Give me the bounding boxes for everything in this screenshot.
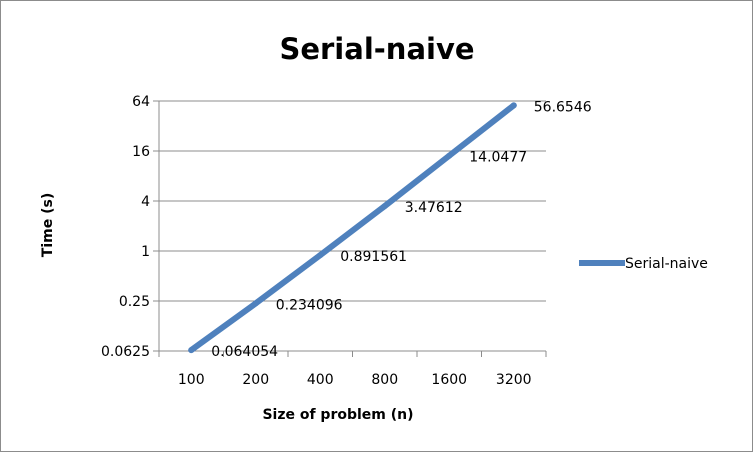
x-tick-label-4: 1600 [431, 372, 467, 388]
data-point-2 [317, 252, 324, 259]
data-label-0: 0.064054 [211, 344, 278, 360]
data-label-5: 56.6546 [534, 99, 592, 115]
gridlines [153, 100, 546, 352]
y-tick-label-1: 0.25 [119, 294, 150, 310]
series-lines [188, 102, 517, 354]
y-tick-label-4: 16 [132, 144, 150, 160]
data-point-4 [446, 152, 453, 159]
y-tick-label-3: 4 [141, 194, 150, 210]
data-label-4: 14.0477 [469, 150, 527, 166]
y-tick-label-5: 64 [132, 94, 150, 110]
x-tick-labels: 100 200 400 800 1600 3200 [178, 372, 532, 388]
x-tick-label-5: 3200 [496, 372, 532, 388]
chart-title: Serial-naive [279, 32, 474, 66]
data-point-5 [510, 102, 517, 109]
y-axis-title: Time (s) [40, 193, 56, 257]
legend: Serial-naive [579, 256, 708, 272]
data-point-1 [252, 300, 259, 307]
data-point-0 [188, 347, 195, 354]
x-axis-title: Size of problem (n) [262, 407, 413, 423]
data-labels: 0.064054 0.234096 0.891561 3.47612 14.0477 56… [211, 99, 591, 360]
axes [158, 101, 547, 357]
x-tick-label-2: 400 [307, 372, 334, 388]
y-tick-label-2: 1 [141, 244, 150, 260]
x-tick-label-1: 200 [242, 372, 269, 388]
data-label-2: 0.891561 [340, 249, 407, 265]
data-point-3 [381, 203, 388, 210]
x-tick-label-3: 800 [371, 372, 398, 388]
y-tick-label-0: 0.0625 [101, 344, 150, 360]
data-label-3: 3.47612 [405, 200, 463, 216]
series-line-serial-naive [188, 102, 517, 354]
data-label-1: 0.234096 [276, 297, 343, 313]
x-tick-label-0: 100 [178, 372, 205, 388]
y-tick-labels: 0.0625 0.25 1 4 16 64 [101, 94, 150, 360]
legend-entry-serial-naive: Serial-naive [625, 256, 708, 272]
